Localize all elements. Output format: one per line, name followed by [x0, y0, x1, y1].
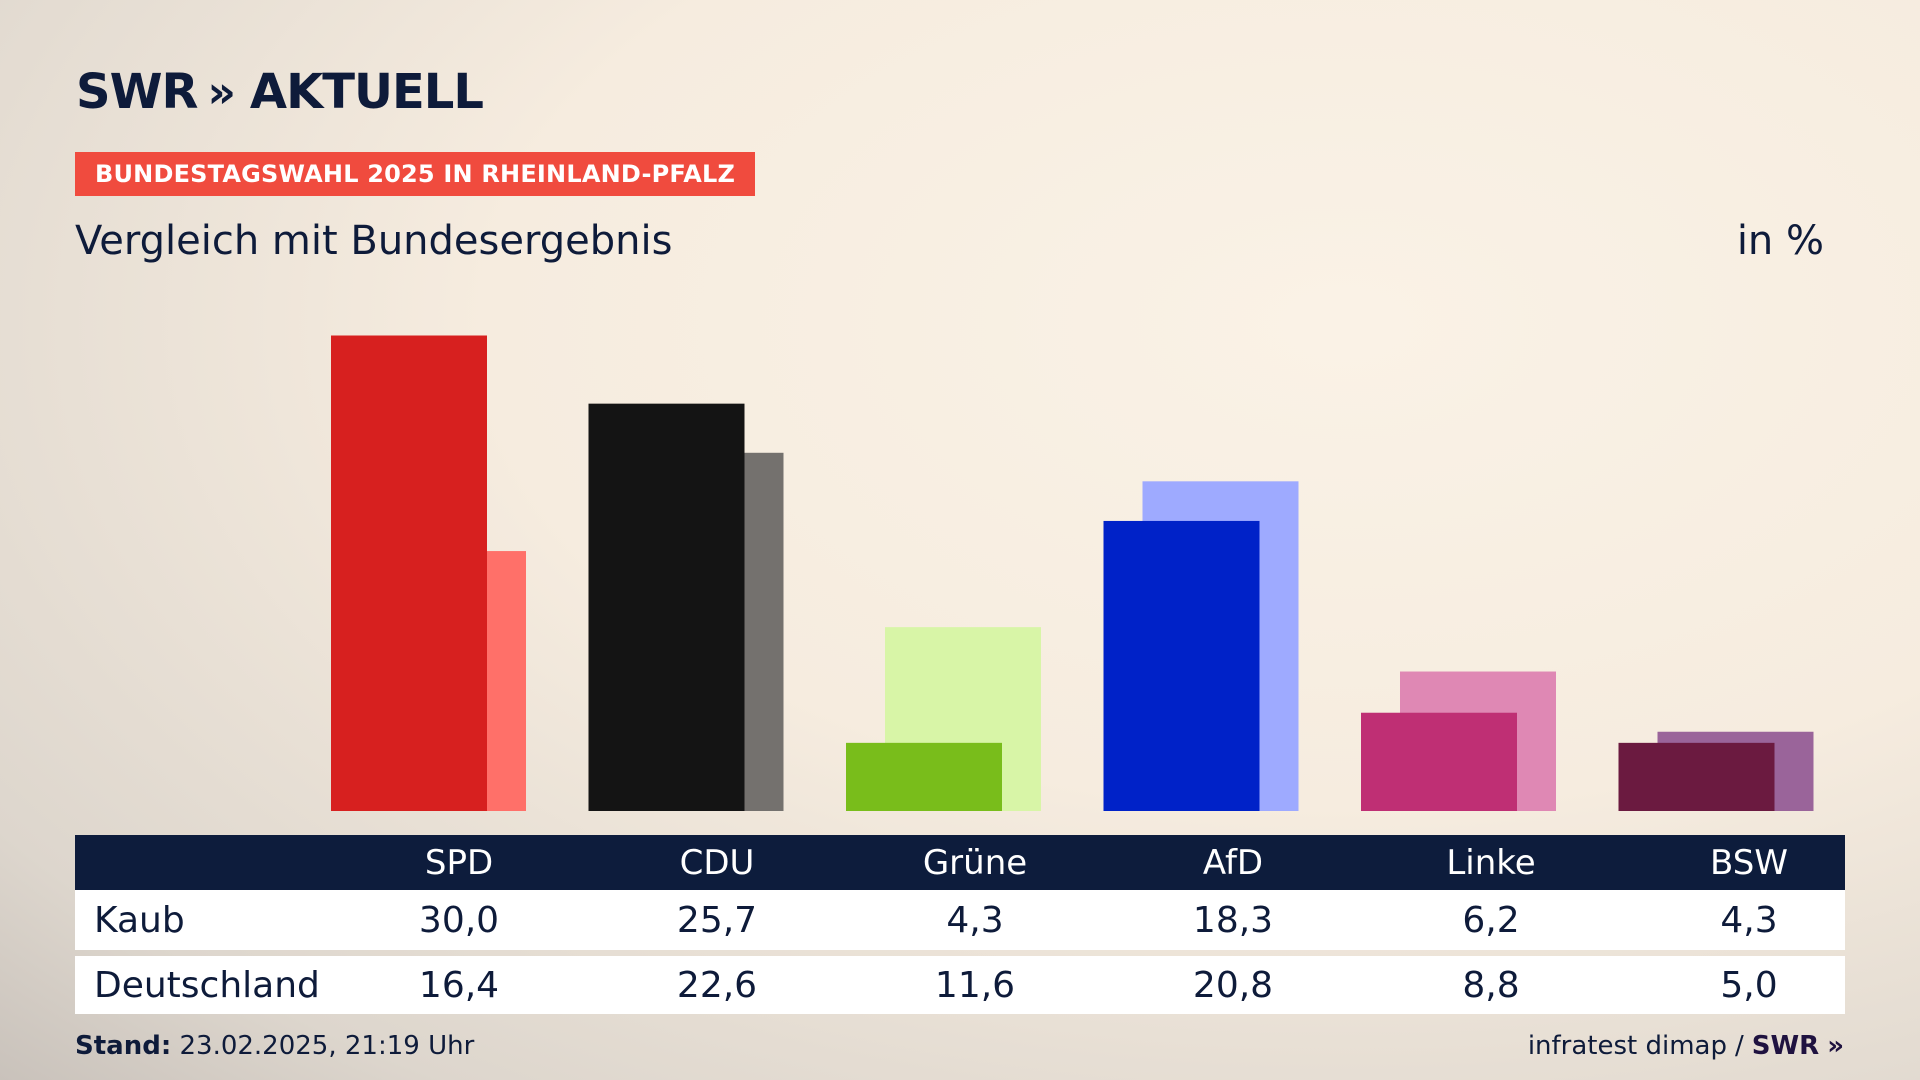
bar-kaub-cdu: [588, 403, 745, 811]
value-cell: 25,7: [676, 899, 758, 941]
value-cell: 22,6: [676, 964, 758, 1006]
header-bsw: BSW: [1710, 842, 1788, 883]
header-afd: AfD: [1202, 842, 1264, 883]
unit-label: in %: [1736, 218, 1824, 264]
results-table: SPD CDU Grüne AfD Linke BSW Kaub 30,0 25…: [75, 835, 1845, 1014]
bar-kaub-gruene: [846, 742, 1002, 811]
value-cell: 6,2: [1462, 899, 1520, 941]
stand-label: Stand:: [75, 1031, 172, 1061]
source-name: infratest dimap: [1527, 1031, 1727, 1061]
bar-kaub-bsw: [1618, 742, 1775, 811]
brand-name: SWR: [76, 64, 198, 120]
source-chevron-icon: »: [1827, 1031, 1844, 1061]
value-cell: 8,8: [1462, 964, 1520, 1006]
value-cell: 4,3: [946, 899, 1004, 941]
chart-subtitle: Vergleich mit Bundesergebnis: [75, 218, 673, 264]
table-row-kaub: Kaub 30,0 25,7 4,3 18,3 6,2 4,3: [75, 890, 1845, 950]
table-row-deutschland: Deutschland 16,4 22,6 11,6 20,8 8,8 5,0: [75, 956, 1845, 1014]
row-label: Kaub: [94, 899, 185, 941]
value-cell: 11,6: [934, 964, 1016, 1006]
value-cell: 30,0: [418, 899, 500, 941]
bar-kaub-linke: [1361, 712, 1517, 811]
swr-aktuell-logo: SWR » AKTUELL: [76, 64, 484, 120]
topic-kicker: BUNDESTAGSWAHL 2025 IN RHEINLAND-PFALZ: [75, 152, 756, 196]
timestamp: Stand: 23.02.2025, 21:19 Uhr: [75, 1031, 474, 1061]
value-cell: 5,0: [1720, 964, 1778, 1006]
source-separator: /: [1735, 1031, 1744, 1061]
value-cell: 18,3: [1192, 899, 1274, 941]
source-credit: infratest dimap / SWR »: [1528, 1031, 1844, 1061]
source-brand: SWR: [1751, 1031, 1820, 1061]
stand-value: 23.02.2025, 21:19 Uhr: [179, 1031, 475, 1061]
value-cell: 4,3: [1720, 899, 1778, 941]
table-header: SPD CDU Grüne AfD Linke BSW: [75, 835, 1845, 890]
bar-kaub-spd: [331, 335, 487, 811]
brand-product: AKTUELL: [249, 64, 484, 120]
header-spd: SPD: [424, 842, 494, 883]
value-cell: 16,4: [418, 964, 500, 1006]
header-linke: Linke: [1446, 842, 1536, 883]
header-gruene: Grüne: [922, 842, 1028, 883]
bar-kaub-afd: [1103, 520, 1260, 811]
value-cell: 20,8: [1192, 964, 1274, 1006]
header-cdu: CDU: [679, 842, 755, 883]
bar-chart: [331, 335, 1814, 811]
row-label: Deutschland: [94, 964, 320, 1006]
